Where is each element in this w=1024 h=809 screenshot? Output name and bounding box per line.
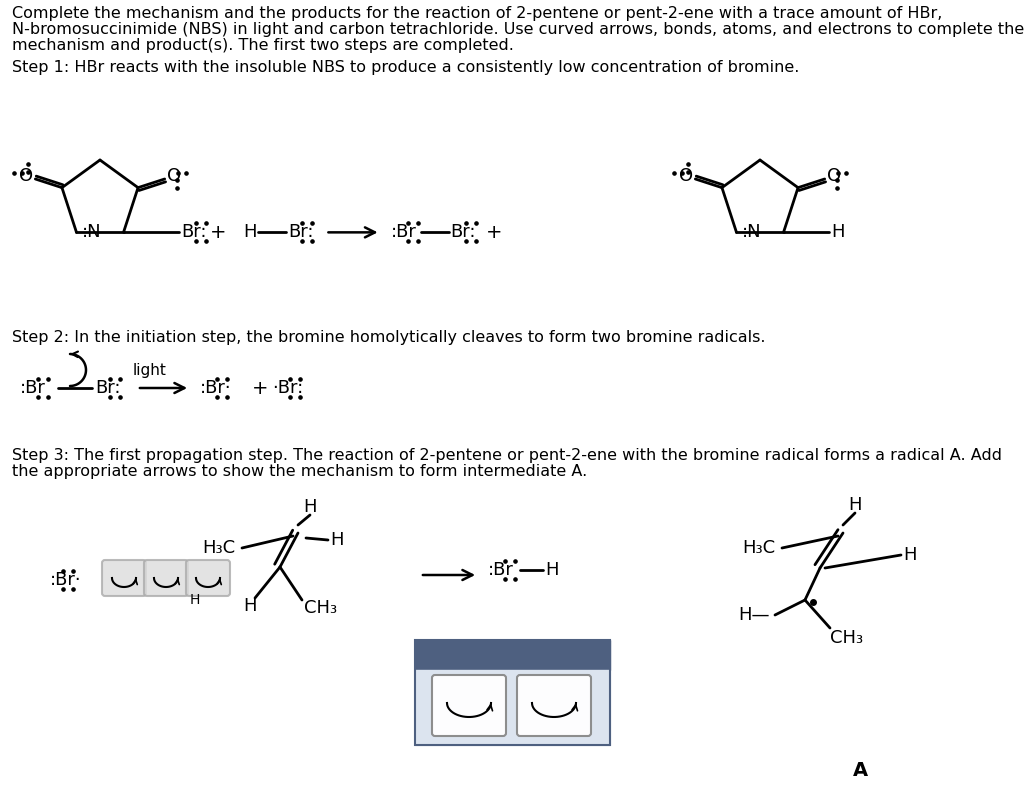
FancyBboxPatch shape	[102, 560, 146, 596]
Text: Step 2: In the initiation step, the bromine homolytically cleaves to form two br: Step 2: In the initiation step, the brom…	[12, 329, 766, 345]
Text: H₃C: H₃C	[202, 539, 234, 557]
Bar	[415, 640, 610, 670]
Text: A: A	[852, 760, 867, 780]
Text: :N: :N	[82, 223, 101, 241]
Text: mechanism and product(s). The first two steps are completed.: mechanism and product(s). The first two …	[12, 37, 514, 53]
Text: :Br: :Br	[20, 379, 46, 397]
Text: Br:: Br:	[451, 223, 476, 241]
Text: H: H	[831, 223, 845, 241]
Text: the appropriate arrows to show the mechanism to form intermediate A.: the appropriate arrows to show the mecha…	[12, 464, 587, 478]
Text: H—: H—	[738, 606, 770, 624]
Text: H: H	[244, 223, 257, 241]
Text: +: +	[485, 222, 502, 242]
Text: N-bromosuccinimide (NBS) in light and carbon tetrachloride. Use curved arrows, b: N-bromosuccinimide (NBS) in light and ca…	[12, 22, 1024, 36]
Text: +: +	[210, 222, 226, 242]
Text: O: O	[18, 167, 33, 185]
FancyBboxPatch shape	[144, 560, 188, 596]
Text: Br:: Br:	[181, 223, 207, 241]
Bar	[415, 640, 610, 745]
Text: H: H	[244, 597, 257, 615]
Text: ·Br:: ·Br:	[272, 379, 303, 397]
Text: :Br: :Br	[488, 561, 514, 579]
Text: H: H	[545, 561, 558, 579]
Text: :Br: :Br	[390, 223, 417, 241]
Text: O: O	[827, 167, 842, 185]
Text: CH₃: CH₃	[304, 599, 337, 617]
Text: +: +	[252, 379, 268, 397]
Text: Step 3: The first propagation step. The reaction of 2-pentene or pent-2-ene with: Step 3: The first propagation step. The …	[12, 447, 1002, 463]
Text: :Br·: :Br·	[50, 571, 82, 589]
Text: O: O	[679, 167, 693, 185]
Text: H: H	[303, 498, 316, 516]
Text: :Br·: :Br·	[200, 379, 231, 397]
Text: CH₃: CH₃	[830, 629, 863, 647]
Text: O: O	[167, 167, 181, 185]
FancyBboxPatch shape	[432, 675, 506, 736]
FancyBboxPatch shape	[517, 675, 591, 736]
Text: H: H	[903, 546, 916, 564]
Bar	[415, 670, 610, 745]
Text: :N: :N	[741, 223, 762, 241]
Text: H: H	[330, 531, 343, 549]
Text: Br:: Br:	[95, 379, 121, 397]
Text: Br:: Br:	[289, 223, 314, 241]
Text: Complete the mechanism and the products for the reaction of 2-pentene or pent-2-: Complete the mechanism and the products …	[12, 6, 942, 20]
FancyBboxPatch shape	[186, 560, 230, 596]
Text: H: H	[848, 496, 862, 514]
Text: H: H	[189, 593, 200, 607]
Text: Answer Bank: Answer Bank	[463, 647, 562, 663]
Text: Step 1: HBr reacts with the insoluble NBS to produce a consistently low concentr: Step 1: HBr reacts with the insoluble NB…	[12, 60, 800, 74]
Text: H₃C: H₃C	[741, 539, 775, 557]
Text: light: light	[133, 362, 167, 378]
